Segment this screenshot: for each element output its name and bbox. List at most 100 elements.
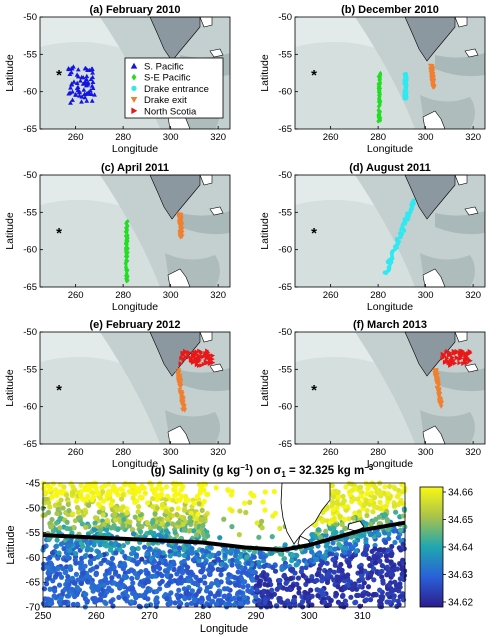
data-point — [80, 75, 86, 80]
data-point — [157, 580, 163, 587]
data-point — [210, 360, 216, 365]
data-point — [389, 543, 395, 550]
data-point — [111, 483, 117, 489]
data-point — [261, 563, 267, 570]
data-point — [221, 593, 227, 599]
data-point — [315, 527, 322, 533]
data-point — [342, 585, 348, 591]
ridge-shading — [435, 211, 485, 235]
data-point — [73, 560, 79, 566]
data-point — [232, 574, 238, 581]
data-point — [40, 601, 47, 607]
data-point — [385, 526, 391, 533]
data-point — [152, 573, 158, 579]
data-point — [104, 589, 110, 595]
data-point — [341, 516, 348, 523]
data-point — [50, 578, 56, 584]
colorbar-tick-label: 34.62 — [448, 598, 473, 609]
data-point — [361, 502, 367, 508]
data-point — [132, 514, 138, 520]
bathymetry-shading — [355, 17, 485, 129]
data-point — [321, 592, 327, 598]
data-point — [292, 570, 298, 576]
data-point — [247, 499, 253, 505]
data-point — [367, 563, 373, 569]
data-point — [342, 574, 348, 580]
data-point — [309, 602, 315, 608]
data-point — [378, 71, 383, 77]
series-drake-exit — [428, 63, 437, 90]
data-point — [77, 560, 83, 566]
data-point — [105, 481, 112, 487]
data-point — [177, 565, 183, 571]
data-point — [125, 258, 130, 264]
data-point — [170, 481, 177, 487]
data-point — [273, 603, 279, 609]
data-point — [108, 561, 114, 567]
data-point — [47, 586, 53, 592]
data-point — [363, 546, 370, 553]
data-point — [213, 601, 220, 607]
data-point — [399, 566, 405, 572]
x-tick-label: 280 — [370, 447, 386, 458]
data-point — [114, 507, 120, 513]
data-point — [132, 593, 139, 599]
data-point — [257, 564, 263, 570]
panel-g-title: (g) Salinity (g kg−1) on σ1 = 32.325 kg … — [151, 463, 374, 479]
data-point — [79, 544, 86, 550]
data-point — [335, 599, 342, 605]
data-point — [382, 530, 388, 536]
data-point — [272, 568, 279, 574]
data-point — [192, 580, 198, 587]
y-tick-label: -65 — [26, 578, 41, 589]
data-point — [378, 117, 383, 123]
plot-frame — [39, 331, 231, 445]
data-point — [315, 593, 321, 599]
data-point — [397, 576, 403, 582]
data-point — [53, 520, 60, 526]
data-point — [200, 603, 206, 610]
data-point — [215, 590, 221, 596]
data-point — [230, 557, 236, 563]
data-point — [176, 368, 182, 373]
x-tick-label: 280 — [194, 611, 211, 622]
colorbar-tick-label: 34.63 — [448, 570, 473, 581]
y-tick-label: -55 — [23, 364, 37, 375]
data-point — [453, 350, 459, 356]
data-point — [205, 533, 211, 539]
data-point — [87, 88, 93, 93]
data-point — [277, 596, 283, 602]
x-tick-label: 320 — [210, 290, 226, 301]
data-point — [377, 84, 382, 89]
data-point — [92, 527, 98, 533]
data-point — [200, 530, 206, 536]
data-point — [177, 579, 183, 586]
data-point — [178, 384, 184, 389]
data-point — [299, 599, 306, 605]
data-point — [205, 491, 211, 497]
data-point — [365, 584, 372, 590]
panel-g-ylabel: Latitude — [5, 525, 17, 564]
data-point — [175, 370, 181, 375]
data-point — [133, 498, 140, 504]
data-point — [438, 404, 444, 409]
data-point — [120, 591, 126, 597]
data-point — [163, 484, 170, 490]
x-tick-label: 300 — [163, 447, 179, 458]
x-tick-label: 300 — [418, 447, 434, 458]
data-point — [370, 509, 376, 515]
data-point — [315, 551, 321, 557]
data-point — [145, 500, 151, 506]
data-point — [186, 350, 192, 355]
y-tick-label: -55 — [23, 49, 37, 60]
reference-point-asterisk: * — [56, 225, 62, 242]
data-point — [213, 485, 219, 491]
data-point — [149, 520, 156, 526]
data-point — [179, 397, 185, 402]
data-point — [466, 351, 471, 357]
data-point — [47, 487, 53, 493]
data-point — [100, 489, 106, 495]
y-tick-label: -50 — [23, 12, 37, 23]
data-point — [400, 222, 405, 227]
data-point — [159, 573, 165, 579]
